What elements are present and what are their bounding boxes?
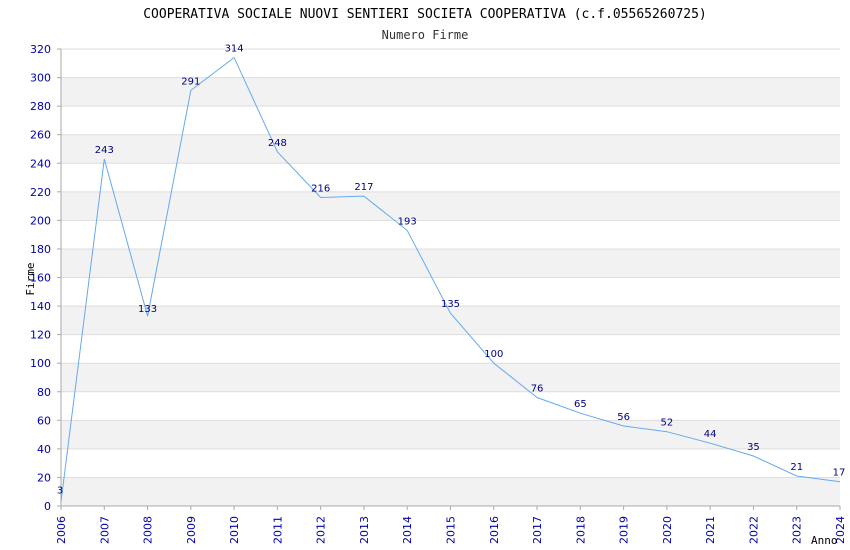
y-tick-label: 240 <box>30 157 51 170</box>
x-tick-label: 2006 <box>55 516 68 544</box>
y-tick-label: 40 <box>37 443 51 456</box>
y-tick-label: 320 <box>30 43 51 56</box>
data-label: 3 <box>57 486 63 497</box>
data-label: 243 <box>95 145 114 156</box>
data-label: 100 <box>484 349 503 360</box>
background-band <box>61 363 840 392</box>
x-tick-label: 2016 <box>488 516 501 544</box>
data-label: 314 <box>225 44 244 55</box>
x-tick-label: 2015 <box>445 516 458 544</box>
y-tick-label: 20 <box>37 471 51 484</box>
background-band <box>61 420 840 449</box>
data-label: 35 <box>747 442 760 453</box>
x-tick-label: 2011 <box>271 516 284 544</box>
chart-title: COOPERATIVA SOCIALE NUOVI SENTIERI SOCIE… <box>143 7 707 22</box>
x-tick-label: 2012 <box>315 516 328 544</box>
x-tick-label: 2008 <box>142 516 155 544</box>
data-label: 52 <box>661 418 674 429</box>
data-label: 133 <box>138 304 157 315</box>
x-axis-title: Anno <box>811 534 838 547</box>
data-label: 17 <box>833 468 846 479</box>
y-tick-labels: 0 20 40 60 80 100 120 140 160 180 200 220 240 260 280 3… <box>30 43 51 513</box>
y-tick-label: 80 <box>37 386 51 399</box>
x-tick-labels: 2006 2007 2008 2009 2010 2011 2012 2013 2014 2015… <box>55 516 847 544</box>
data-label: 65 <box>574 399 587 410</box>
x-tick-label: 2020 <box>661 516 674 544</box>
y-tick-label: 0 <box>44 500 51 513</box>
y-tick-label: 60 <box>37 414 51 427</box>
x-tick-label: 2021 <box>704 516 717 544</box>
y-tick-label: 100 <box>30 357 51 370</box>
x-tick-label: 2014 <box>401 516 414 544</box>
x-tick-label: 2019 <box>618 516 631 544</box>
x-tick-label: 2009 <box>185 516 198 544</box>
data-label: 291 <box>181 76 200 87</box>
data-label: 217 <box>354 182 373 193</box>
y-tick-label: 300 <box>30 72 51 85</box>
background-band <box>61 248 840 278</box>
x-tick-label: 2023 <box>791 516 804 544</box>
data-label: 216 <box>311 184 330 195</box>
background-band <box>61 134 840 164</box>
x-tick-label: 2010 <box>228 516 241 544</box>
gridlines <box>57 48 841 510</box>
x-tick-label: 2007 <box>98 516 111 544</box>
y-tick-label: 120 <box>30 329 51 342</box>
y-tick-label: 200 <box>30 214 51 227</box>
y-tick-label: 140 <box>30 300 51 313</box>
data-labels: 3 243 133 291 314 248 216 217 193 135 100 76 65 56 52 4… <box>57 44 846 497</box>
y-tick-label: 160 <box>30 272 51 285</box>
y-tick-label: 280 <box>30 100 51 113</box>
background-band <box>61 306 840 335</box>
x-tick-label: 2022 <box>747 516 760 544</box>
background-band <box>61 477 840 506</box>
series-line <box>60 56 841 502</box>
x-tick-label: 2018 <box>574 516 587 544</box>
y-tick-label: 260 <box>30 129 51 142</box>
data-label: 135 <box>441 299 460 310</box>
data-label: 21 <box>790 462 803 473</box>
x-tick-label: 2017 <box>531 516 544 544</box>
data-label: 76 <box>531 383 544 394</box>
background-bands <box>61 77 840 506</box>
y-tick-label: 220 <box>30 186 51 199</box>
y-tick-label: 180 <box>30 243 51 256</box>
data-label: 44 <box>704 429 717 440</box>
y-axis-title: Firme <box>24 262 37 295</box>
data-label: 248 <box>268 138 287 149</box>
x-tick-label: 2013 <box>358 516 371 544</box>
data-label: 193 <box>398 216 417 227</box>
data-label: 56 <box>617 412 630 423</box>
chart-subtitle: Numero Firme <box>382 28 469 42</box>
x-tick-label: 2024 <box>834 516 847 544</box>
background-band <box>61 77 840 107</box>
background-band <box>61 191 840 221</box>
